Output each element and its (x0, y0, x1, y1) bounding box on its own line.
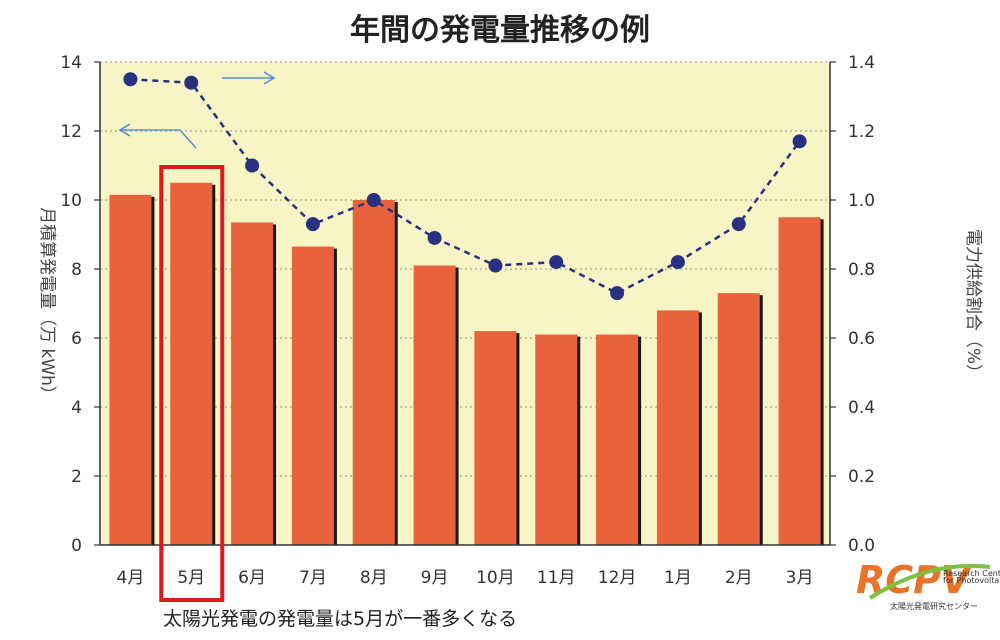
y2-tick-label: 0.2 (848, 467, 875, 487)
logo-small-line-2: for Photovoltaics (943, 576, 1000, 585)
y2-tick-label: 1.4 (848, 53, 875, 73)
logo-subtitle: 太陽光発電研究センター (890, 601, 978, 611)
y-tick-label: 6 (71, 329, 82, 349)
y-tick-label: 12 (60, 122, 82, 142)
bar (778, 217, 821, 545)
y-tick-label: 10 (60, 191, 82, 211)
x-tick-label: 7月 (299, 568, 327, 588)
caption: 太陽光発電の発電量は5月が一番多くなる (163, 608, 517, 630)
supply-ratio-point (488, 258, 503, 273)
y2-tick-label: 1.0 (848, 191, 875, 211)
y-tick-label: 2 (71, 467, 82, 487)
x-tick-label: 6月 (238, 568, 266, 588)
bar (170, 182, 213, 545)
bar (291, 246, 334, 545)
y-tick-label: 4 (71, 398, 82, 418)
supply-ratio-point (245, 158, 260, 173)
highlight-box (159, 165, 225, 602)
left-axis-arrow (118, 123, 197, 149)
y-tick-label: 8 (71, 260, 82, 280)
bar (413, 265, 456, 545)
supply-ratio-point (731, 217, 746, 232)
supply-ratio-point (305, 217, 320, 232)
y2-tick-label: 0.6 (848, 329, 875, 349)
line-series (123, 72, 807, 301)
bar (109, 194, 152, 545)
x-tick-label: 9月 (421, 568, 449, 588)
supply-ratio-line (130, 78, 801, 295)
supply-ratio-point (549, 255, 564, 270)
bar (474, 331, 517, 545)
supply-ratio-point (123, 72, 138, 87)
x-tick-label: 8月 (360, 568, 388, 588)
x-tick-label: 3月 (786, 568, 814, 588)
bar (717, 293, 760, 545)
y-tick-label: 0 (71, 536, 82, 556)
supply-ratio-point (427, 230, 442, 245)
x-tick-label: 1月 (664, 568, 692, 588)
y2-axis-label: 電力供給割合（%） (963, 229, 983, 381)
bar (535, 334, 578, 545)
x-tick-label: 4月 (117, 568, 145, 588)
y-axis-ticks: 0 2 4 6 8 10 12 14 (60, 53, 100, 556)
x-tick-label: 2月 (725, 568, 753, 588)
right-axis-arrow (222, 71, 276, 85)
y2-tick-label: 1.2 (848, 122, 875, 142)
y2-tick-label: 0.8 (848, 260, 875, 280)
supply-ratio-point (792, 134, 807, 149)
x-axis-ticks: 4月 5月 6月 7月 8月 9月 10月 11月 12月 1月 2月 3月 (117, 568, 814, 588)
y2-tick-label: 0.4 (848, 398, 875, 418)
bar (352, 200, 395, 545)
logo-swoosh (868, 563, 991, 600)
supply-ratio-point (366, 193, 381, 207)
rcpv-logo: RCPV Research Center for Photovoltaics 太… (856, 558, 1000, 611)
bar (596, 334, 639, 545)
x-tick-label: 5月 (177, 568, 205, 588)
logo-small-line-1: Research Center (943, 569, 1000, 578)
y2-tick-label: 0.0 (848, 536, 875, 556)
y-axis-label: 月積算発電量（万 kWh） (37, 207, 57, 403)
y2-axis-ticks: 0.0 0.2 0.4 0.6 0.8 1.0 1.2 1.4 (830, 53, 875, 556)
supply-ratio-point (184, 75, 199, 90)
supply-ratio-point (610, 286, 625, 301)
x-tick-label: 12月 (598, 568, 637, 588)
y-tick-label: 14 (60, 53, 82, 73)
bar-series (109, 182, 824, 546)
bar (656, 310, 699, 545)
bar (231, 222, 274, 546)
x-tick-label: 11月 (537, 568, 576, 588)
x-tick-label: 10月 (476, 568, 515, 588)
chart-title: 年間の発電量推移の例 (350, 13, 650, 48)
supply-ratio-point (670, 255, 685, 270)
